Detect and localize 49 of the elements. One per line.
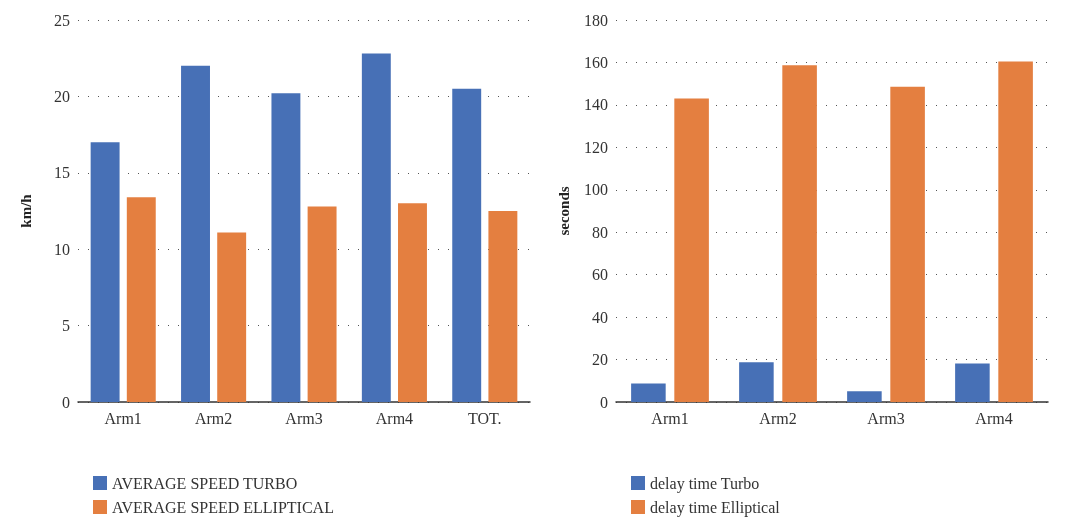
- x-tick-label: Arm4: [375, 409, 414, 427]
- bar: [398, 203, 427, 402]
- y-tick-label: 25: [54, 11, 70, 29]
- bar: [181, 65, 210, 402]
- y-tick-label: 0: [600, 393, 608, 411]
- x-tick-label: Arm1: [104, 409, 142, 427]
- y-tick-label: 20: [54, 87, 70, 105]
- y-tick-label: 120: [584, 138, 608, 156]
- bar: [739, 362, 774, 402]
- bar: [361, 53, 391, 402]
- y-tick-label: 60: [592, 266, 608, 284]
- bar: [307, 206, 337, 402]
- bar: [955, 363, 990, 402]
- legend-label: AVERAGE SPEED ELLIPTICAL: [112, 498, 334, 516]
- bar: [488, 211, 518, 402]
- x-tick-label: Arm3: [285, 409, 323, 427]
- x-tick-label: Arm4: [975, 409, 1013, 427]
- x-tick-label: Arm2: [194, 409, 233, 427]
- y-tick-label: 180: [584, 11, 608, 29]
- y-tick-label: 15: [54, 164, 70, 182]
- bar: [998, 61, 1033, 402]
- y-tick-label: 140: [584, 96, 608, 114]
- y-axis-title: km/h: [17, 193, 34, 228]
- y-tick-label: 0: [62, 393, 70, 411]
- y-tick-label: 40: [592, 308, 608, 326]
- bar: [126, 197, 156, 402]
- bar: [890, 86, 925, 402]
- bar: [847, 391, 882, 402]
- bar: [452, 88, 482, 402]
- y-axis-title: seconds: [555, 186, 572, 236]
- bar: [782, 65, 817, 402]
- y-tick-label: 100: [584, 181, 608, 199]
- legend-label: delay time Turbo: [650, 474, 760, 493]
- bar: [631, 383, 666, 402]
- x-tick-label: Arm3: [867, 409, 905, 427]
- legend-label: AVERAGE SPEED TURBO: [112, 474, 298, 492]
- x-tick-label: Arm2: [759, 409, 797, 427]
- x-tick-label: TOT.: [467, 409, 502, 427]
- y-tick-label: 10: [54, 240, 70, 258]
- x-tick-label: Arm1: [651, 409, 689, 427]
- y-tick-label: 160: [584, 53, 608, 71]
- bar: [90, 142, 120, 402]
- bar: [271, 93, 301, 402]
- bar: [217, 232, 247, 402]
- legend-label: delay time Elliptical: [650, 498, 781, 517]
- y-tick-label: 5: [62, 317, 70, 335]
- y-tick-label: 20: [592, 351, 608, 369]
- y-tick-label: 80: [592, 223, 608, 241]
- bar: [674, 98, 709, 402]
